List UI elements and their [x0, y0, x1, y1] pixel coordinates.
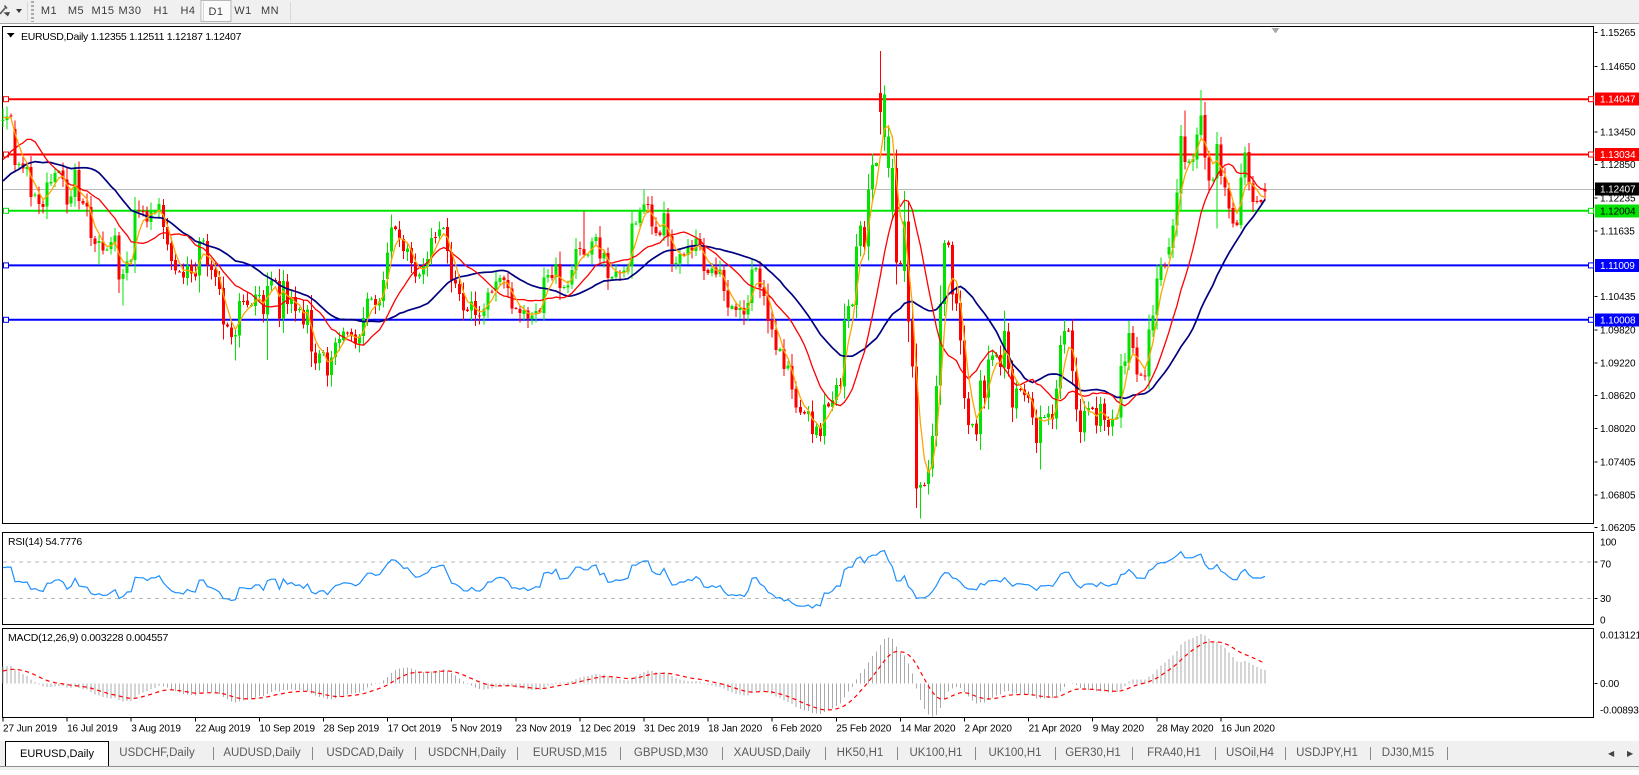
svg-text:1.15265: 1.15265 [1600, 28, 1636, 39]
svg-text:1.06205: 1.06205 [1600, 523, 1636, 534]
svg-text:1.13034: 1.13034 [1600, 150, 1636, 161]
svg-text:28 May 2020: 28 May 2020 [1157, 724, 1214, 735]
svg-text:23 Nov 2019: 23 Nov 2019 [516, 724, 572, 735]
svg-text:1.09220: 1.09220 [1600, 358, 1636, 369]
svg-text:21 Apr 2020: 21 Apr 2020 [1029, 724, 1082, 735]
svg-text:1.11009: 1.11009 [1600, 261, 1635, 272]
svg-text:10 Sep 2019: 10 Sep 2019 [259, 724, 315, 735]
svg-text:2 Apr 2020: 2 Apr 2020 [965, 724, 1013, 735]
svg-text:16 Jun 2020: 16 Jun 2020 [1221, 724, 1275, 735]
svg-text:12 Dec 2019: 12 Dec 2019 [580, 724, 636, 735]
svg-text:1.06805: 1.06805 [1600, 490, 1636, 501]
svg-text:1.08620: 1.08620 [1600, 391, 1636, 402]
svg-text:1.14047: 1.14047 [1600, 95, 1636, 106]
svg-text:1.08020: 1.08020 [1600, 424, 1636, 435]
svg-text:22 Aug 2019: 22 Aug 2019 [195, 724, 251, 735]
svg-text:1.12004: 1.12004 [1600, 206, 1636, 217]
svg-text:0.00: 0.00 [1600, 679, 1620, 690]
svg-text:1.12407: 1.12407 [1600, 184, 1636, 195]
svg-text:0.013121: 0.013121 [1600, 631, 1639, 642]
svg-text:1.12850: 1.12850 [1600, 160, 1636, 171]
svg-text:1.10008: 1.10008 [1600, 315, 1636, 326]
svg-text:100: 100 [1600, 538, 1617, 549]
svg-text:1.10435: 1.10435 [1600, 292, 1636, 303]
svg-text:31 Dec 2019: 31 Dec 2019 [644, 724, 700, 735]
svg-text:30: 30 [1600, 594, 1611, 605]
svg-text:5 Nov 2019: 5 Nov 2019 [452, 724, 503, 735]
svg-text:MACD(12,26,9) 0.003228 0.00455: MACD(12,26,9) 0.003228 0.004557 [8, 632, 169, 644]
svg-text:1.09820: 1.09820 [1600, 326, 1636, 337]
svg-text:9 May 2020: 9 May 2020 [1093, 724, 1145, 735]
svg-text:1.11635: 1.11635 [1600, 227, 1635, 238]
svg-text:RSI(14) 54.7776: RSI(14) 54.7776 [8, 536, 82, 548]
svg-text:25 Feb 2020: 25 Feb 2020 [836, 724, 892, 735]
svg-text:EURUSD,Daily 1.12355 1.12511: EURUSD,Daily 1.12355 1.12511 1.12187 1.1… [21, 31, 242, 43]
svg-text:17 Oct 2019: 17 Oct 2019 [388, 724, 442, 735]
svg-text:18 Jan 2020: 18 Jan 2020 [708, 724, 762, 735]
svg-text:3 Aug 2019: 3 Aug 2019 [131, 724, 181, 735]
svg-text:16 Jul 2019: 16 Jul 2019 [67, 724, 118, 735]
svg-text:70: 70 [1600, 560, 1611, 571]
svg-text:-0.008933: -0.008933 [1600, 706, 1639, 717]
svg-text:28 Sep 2019: 28 Sep 2019 [324, 724, 380, 735]
svg-text:14 Mar 2020: 14 Mar 2020 [900, 724, 956, 735]
svg-text:27 Jun 2019: 27 Jun 2019 [3, 724, 57, 735]
svg-text:1.07405: 1.07405 [1600, 458, 1636, 469]
svg-text:1.14650: 1.14650 [1600, 62, 1636, 73]
svg-text:6 Feb 2020: 6 Feb 2020 [772, 724, 822, 735]
svg-text:0: 0 [1600, 616, 1606, 627]
svg-text:1.13450: 1.13450 [1600, 127, 1636, 138]
svg-text:1.12235: 1.12235 [1600, 194, 1636, 205]
